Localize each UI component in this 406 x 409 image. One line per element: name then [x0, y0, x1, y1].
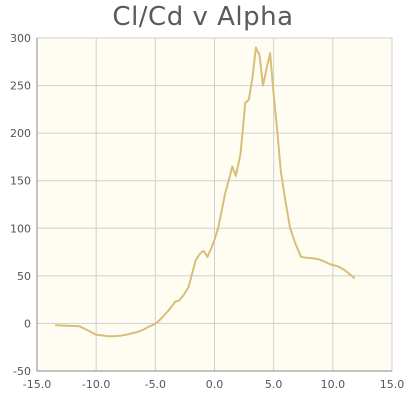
y-tick-label: 300 [10, 32, 31, 45]
x-tick-label: -5.0 [145, 378, 166, 391]
x-tick-label: 10.0 [321, 378, 346, 391]
chart-title: Cl/Cd v Alpha [112, 2, 294, 32]
x-tick-label: 15.0 [380, 378, 405, 391]
y-tick-label: 100 [10, 222, 31, 235]
y-tick-label: 200 [10, 127, 31, 140]
y-tick-label: 150 [10, 175, 31, 188]
y-tick-label: 50 [17, 270, 31, 283]
y-tick-label: 0 [24, 317, 31, 330]
y-tick-label: -50 [13, 365, 31, 378]
x-tick-label: 5.0 [265, 378, 283, 391]
x-tick-label: 0.0 [206, 378, 224, 391]
x-tick-label: -15.0 [23, 378, 51, 391]
x-tick-label: -10.0 [82, 378, 110, 391]
y-tick-label: 250 [10, 80, 31, 93]
series-line [54, 46, 356, 338]
